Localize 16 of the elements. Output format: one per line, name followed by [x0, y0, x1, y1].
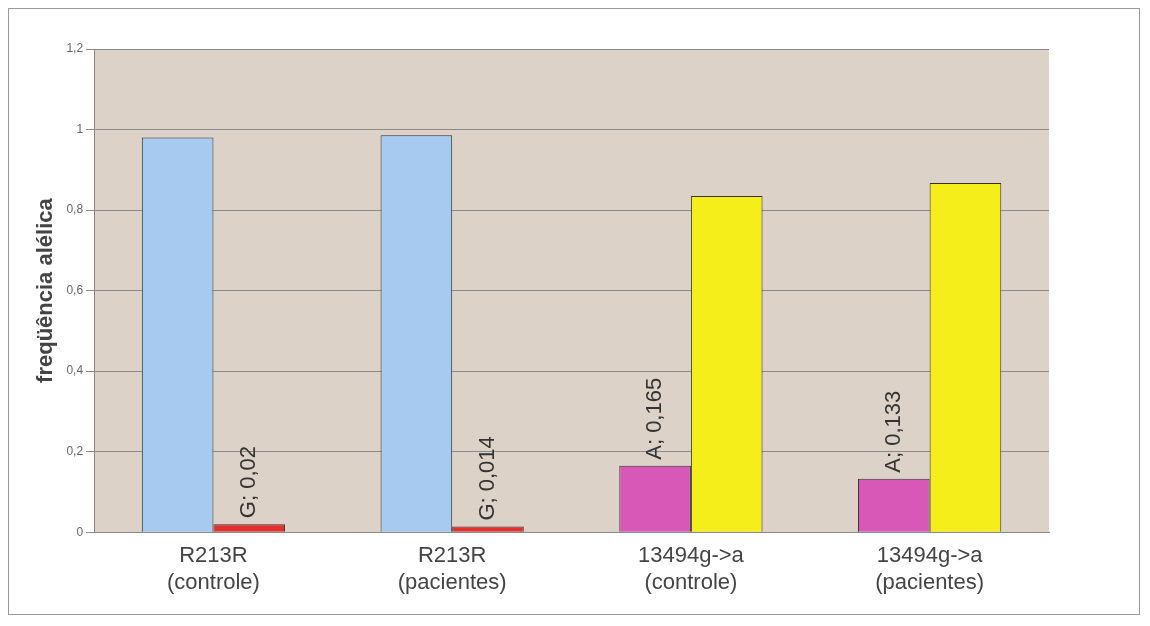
y-tick-label: 0,8	[66, 202, 84, 217]
x-tick-label: R213R (controle)	[166, 542, 260, 594]
x-tick-label: 13494g->a (controle)	[637, 542, 745, 594]
y-tick-label: 0,2	[66, 443, 84, 458]
data-label: G; 0,014	[474, 436, 500, 521]
y-tick-label: 0,6	[66, 282, 84, 297]
y-tick-label: 1,2	[66, 41, 84, 56]
y-axis-title: freqüência alélica	[32, 197, 58, 383]
y-tick-label: 1	[76, 121, 84, 136]
x-tick-label: 13494g->a (pacientes)	[875, 542, 985, 594]
data-label: G; 0,02	[235, 445, 261, 519]
y-tick-label: 0,4	[66, 363, 84, 378]
data-label: A; 0,165	[641, 377, 667, 460]
y-tick-label: 0	[76, 524, 84, 539]
data-label: A; 0,133	[879, 390, 905, 473]
x-tick-label: R213R (pacientes)	[397, 542, 507, 594]
